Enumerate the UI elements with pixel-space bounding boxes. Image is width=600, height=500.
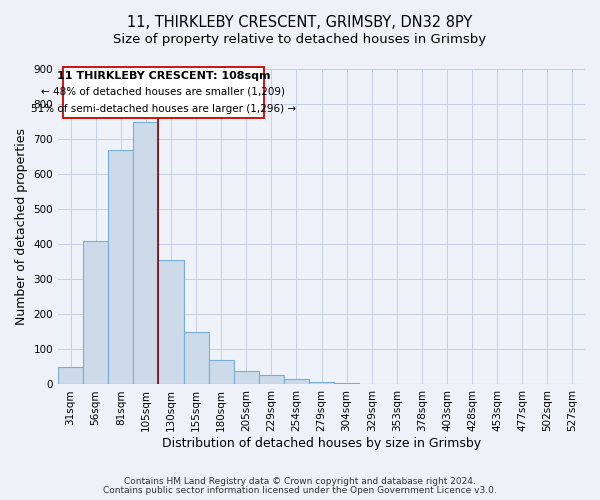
X-axis label: Distribution of detached houses by size in Grimsby: Distribution of detached houses by size … <box>162 437 481 450</box>
Y-axis label: Number of detached properties: Number of detached properties <box>15 128 28 325</box>
Bar <box>209 360 233 384</box>
Bar <box>284 379 309 384</box>
FancyBboxPatch shape <box>64 68 263 118</box>
Bar <box>259 374 284 384</box>
Text: ← 48% of detached houses are smaller (1,209): ← 48% of detached houses are smaller (1,… <box>41 87 286 97</box>
Bar <box>233 371 259 384</box>
Bar <box>58 367 83 384</box>
Bar <box>158 260 184 384</box>
Bar <box>133 122 158 384</box>
Text: 51% of semi-detached houses are larger (1,296) →: 51% of semi-detached houses are larger (… <box>31 104 296 114</box>
Text: Size of property relative to detached houses in Grimsby: Size of property relative to detached ho… <box>113 32 487 46</box>
Text: Contains HM Land Registry data © Crown copyright and database right 2024.: Contains HM Land Registry data © Crown c… <box>124 477 476 486</box>
Bar <box>184 332 209 384</box>
Bar <box>309 382 334 384</box>
Text: 11 THIRKLEBY CRESCENT: 108sqm: 11 THIRKLEBY CRESCENT: 108sqm <box>56 70 270 81</box>
Text: 11, THIRKLEBY CRESCENT, GRIMSBY, DN32 8PY: 11, THIRKLEBY CRESCENT, GRIMSBY, DN32 8P… <box>127 15 473 30</box>
Bar <box>83 240 108 384</box>
Bar <box>108 150 133 384</box>
Text: Contains public sector information licensed under the Open Government Licence v3: Contains public sector information licen… <box>103 486 497 495</box>
